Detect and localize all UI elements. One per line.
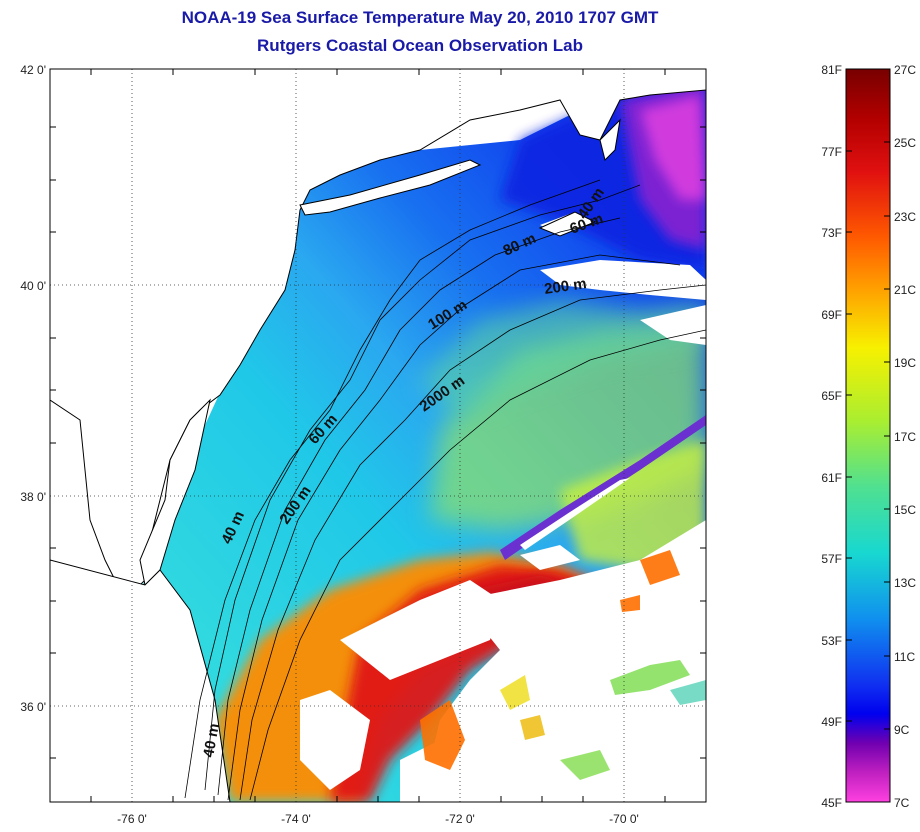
lon-label-74: -74 0' bbox=[281, 812, 311, 826]
cb-c-9: 9C bbox=[894, 723, 910, 737]
cb-c-13: 13C bbox=[894, 576, 916, 590]
contour-label-40m-south: 40 m bbox=[200, 722, 223, 759]
map-panel: 40 m 60 m 80 m 200 m 100 m 2000 m 60 m 2… bbox=[50, 69, 706, 802]
cb-f-45: 45F bbox=[821, 796, 842, 810]
front-streak bbox=[500, 415, 706, 560]
cb-f-61: 61F bbox=[821, 471, 842, 485]
lat-label-42: 42 0' bbox=[20, 63, 46, 77]
cb-c-19: 19C bbox=[894, 356, 916, 370]
cb-f-49: 49F bbox=[821, 715, 842, 729]
colorbar-f-labels: 81F 77F 73F 69F 65F 61F 57F 53F 49F 45F bbox=[821, 63, 842, 810]
coast-southeast bbox=[50, 559, 231, 802]
sst-green-band-2 bbox=[420, 300, 706, 420]
longitude-labels: -76 0' -74 0' -72 0' -70 0' bbox=[117, 812, 639, 826]
lon-label-72: -72 0' bbox=[445, 812, 475, 826]
bathymetry-contours bbox=[184, 179, 706, 801]
island-nantucket bbox=[538, 211, 597, 237]
sst-magenta-northeast bbox=[640, 95, 706, 200]
cape-cod bbox=[599, 118, 621, 161]
lat-label-40: 40 0' bbox=[20, 279, 46, 293]
cb-c-25: 25C bbox=[894, 136, 916, 150]
cb-f-81: 81F bbox=[821, 63, 842, 77]
cb-c-15: 15C bbox=[894, 503, 916, 517]
land-masses bbox=[50, 69, 706, 802]
sst-yellow-patch bbox=[560, 440, 706, 570]
long-island bbox=[299, 159, 482, 216]
map-ticks bbox=[50, 69, 706, 802]
lon-label-70: -70 0' bbox=[609, 812, 639, 826]
map-title: NOAA-19 Sea Surface Temperature May 20, … bbox=[181, 8, 659, 27]
cb-c-17: 17C bbox=[894, 430, 916, 444]
sst-warm-fragments bbox=[420, 550, 706, 780]
delmarva bbox=[139, 398, 211, 587]
cb-f-65: 65F bbox=[821, 389, 842, 403]
cb-f-53: 53F bbox=[821, 634, 842, 648]
lat-label-38: 38 0' bbox=[20, 490, 46, 504]
colorbar-c-labels: 27C 25C 23C 21C 19C 17C 15C 13C 11C 9C 7… bbox=[894, 63, 916, 810]
cb-c-7: 7C bbox=[894, 796, 910, 810]
lat-label-36: 36 0' bbox=[20, 700, 46, 714]
latitude-labels: 42 0' 40 0' 38 0' 36 0' bbox=[20, 63, 46, 714]
map-subtitle: Rutgers Coastal Ocean Observation Lab bbox=[257, 36, 583, 55]
cb-f-57: 57F bbox=[821, 552, 842, 566]
cb-f-69: 69F bbox=[821, 308, 842, 322]
cb-c-21: 21C bbox=[894, 283, 916, 297]
lon-label-76: -76 0' bbox=[117, 812, 147, 826]
colorbar: 81F 77F 73F 69F 65F 61F 57F 53F 49F 45F … bbox=[821, 63, 916, 810]
cloud-mask bbox=[300, 212, 706, 802]
cb-f-77: 77F bbox=[821, 145, 842, 159]
cb-f-73: 73F bbox=[821, 226, 842, 240]
mainland-northeast bbox=[50, 69, 706, 601]
cb-c-23: 23C bbox=[894, 210, 916, 224]
colorbar-gradient bbox=[845, 68, 891, 803]
cb-c-11: 11C bbox=[894, 650, 915, 664]
colorbar-ticks bbox=[846, 141, 890, 730]
contour-label-200m-north: 200 m bbox=[543, 275, 587, 298]
graticule bbox=[50, 69, 706, 802]
cb-c-27: 27C bbox=[894, 63, 916, 77]
